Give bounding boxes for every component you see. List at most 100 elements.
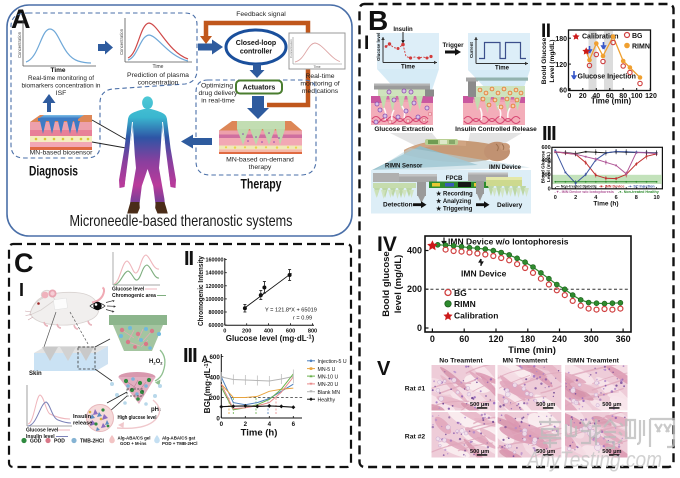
svg-text:★ Analyzing: ★ Analyzing — [436, 198, 471, 205]
svg-text:600: 600 — [209, 354, 220, 361]
svg-text:MN-20 U: MN-20 U — [318, 382, 339, 388]
svg-text:Alg-ABA/CS gat: Alg-ABA/CS gat — [162, 436, 196, 441]
svg-text:Rat #2: Rat #2 — [405, 434, 426, 441]
svg-text:Glucose Injection: Glucose Injection — [578, 74, 636, 81]
svg-text:400: 400 — [209, 375, 220, 382]
svg-text:80000: 80000 — [209, 310, 224, 316]
svg-text:0: 0 — [554, 195, 557, 201]
svg-text:Concentration: Concentration — [17, 31, 22, 58]
svg-text:concentration: concentration — [138, 80, 179, 87]
svg-text:in real-time: in real-time — [201, 98, 235, 105]
svg-text:Insulin Controlled Release: Insulin Controlled Release — [455, 126, 537, 133]
svg-text:Boold Glucose: Boold Glucose — [541, 37, 548, 84]
svg-text:BGL(mg·dL-1): BGL(mg·dL-1) — [203, 360, 212, 413]
svg-text:Time: Time — [153, 64, 164, 70]
svg-text:Trigger: Trigger — [443, 42, 465, 49]
svg-text:TMB-2HCl: TMB-2HCl — [80, 439, 104, 445]
svg-text:Detection: Detection — [383, 202, 413, 209]
svg-text:Optimizing: Optimizing — [201, 83, 233, 90]
svg-text:60000: 60000 — [209, 323, 224, 329]
svg-text:GOD: GOD — [30, 439, 42, 445]
svg-text:Actuators: Actuators — [243, 85, 276, 92]
svg-text:monitoring of: monitoring of — [300, 81, 339, 88]
svg-text:Chromogenic Intensity: Chromogenic Intensity — [196, 255, 205, 326]
svg-text:I: I — [19, 280, 24, 300]
svg-text:0: 0 — [216, 416, 220, 423]
svg-text:160000: 160000 — [206, 258, 224, 264]
svg-text:MN-based on-demand: MN-based on-demand — [226, 157, 294, 164]
svg-text:600: 600 — [286, 329, 295, 335]
svg-text:BG: BG — [454, 288, 467, 298]
svg-text:180: 180 — [555, 36, 567, 43]
svg-text:Feedback signal: Feedback signal — [236, 11, 286, 18]
svg-text:600: 600 — [542, 145, 551, 151]
svg-text:Closed-loop: Closed-loop — [236, 40, 276, 47]
svg-text:therapy: therapy — [249, 164, 272, 171]
svg-text:140000: 140000 — [206, 271, 224, 277]
svg-text:0: 0 — [223, 329, 226, 335]
svg-text:Time (h): Time (h) — [593, 201, 618, 208]
svg-text:180: 180 — [520, 334, 535, 344]
svg-text:★ Recording: ★ Recording — [436, 191, 473, 198]
svg-text:IV: IV — [377, 233, 397, 256]
svg-text:A: A — [202, 354, 209, 364]
svg-text:Skin: Skin — [29, 371, 42, 377]
svg-text:Glucose level (mg·dL-1): Glucose level (mg·dL-1) — [226, 334, 315, 343]
svg-text:6: 6 — [292, 421, 296, 428]
svg-text:Boold glucose: Boold glucose — [381, 251, 392, 316]
svg-text:-▼- IMN Device w/o Iontophores: -▼- IMN Device w/o Iontophoresis — [555, 190, 614, 194]
svg-text:8: 8 — [635, 195, 638, 201]
svg-text:A: A — [11, 4, 31, 34]
svg-text:0: 0 — [567, 93, 571, 100]
svg-text:2: 2 — [574, 195, 577, 201]
svg-text:Real-time monitoring of: Real-time monitoring of — [28, 75, 94, 82]
svg-text:500 μm: 500 μm — [536, 449, 555, 455]
svg-text:Current: Current — [469, 42, 474, 58]
svg-text:Time: Time — [314, 65, 321, 69]
svg-text:Delivery: Delivery — [497, 202, 523, 209]
svg-text:200: 200 — [407, 284, 422, 294]
svg-text:RIMN: RIMN — [632, 44, 650, 51]
svg-text:120: 120 — [555, 62, 567, 69]
svg-text:BG: BG — [632, 33, 643, 40]
svg-text:20: 20 — [579, 93, 587, 100]
svg-text:Time (min): Time (min) — [591, 97, 632, 106]
svg-text:controller: controller — [240, 49, 273, 56]
svg-text:240: 240 — [552, 334, 567, 344]
svg-text:r = 0.99: r = 0.99 — [293, 316, 312, 322]
svg-text:III: III — [542, 123, 556, 145]
svg-text:RIMN Treamtent: RIMN Treamtent — [567, 358, 619, 365]
svg-text:RIMN: RIMN — [454, 299, 476, 309]
svg-text:★ Triggering: ★ Triggering — [436, 206, 473, 213]
svg-text:III: III — [183, 345, 197, 367]
svg-text:release: release — [73, 421, 92, 427]
svg-text:High glucose level: High glucose level — [118, 415, 157, 421]
svg-text:POD: POD — [54, 439, 65, 445]
svg-text:0: 0 — [417, 323, 422, 333]
svg-text:Concentration: Concentration — [119, 28, 124, 55]
svg-text:0: 0 — [430, 334, 435, 344]
svg-text:-•- Non-treated Diabetic: -•- Non-treated Diabetic — [556, 185, 597, 189]
svg-text:ISF: ISF — [56, 90, 67, 97]
svg-text:Insulin: Insulin — [393, 27, 413, 33]
svg-text:II: II — [541, 21, 551, 42]
svg-text:500 μm: 500 μm — [470, 449, 489, 455]
svg-text:Glucose level: Glucose level — [112, 287, 145, 293]
svg-text:Calibration: Calibration — [582, 34, 619, 41]
svg-text:AnyTesting.com: AnyTesting.com — [525, 447, 662, 472]
svg-text:400: 400 — [407, 246, 422, 256]
svg-text:MN-based biosensor: MN-based biosensor — [30, 150, 93, 157]
svg-text:-♦- SC Injection: -♦- SC Injection — [628, 185, 655, 189]
svg-text:100000: 100000 — [206, 297, 224, 303]
svg-text:Time (min): Time (min) — [508, 345, 556, 356]
svg-text:Injection-5 U: Injection-5 U — [318, 359, 347, 365]
svg-text:FPCB: FPCB — [446, 175, 463, 182]
svg-text:80: 80 — [619, 93, 627, 100]
svg-text:4: 4 — [268, 421, 272, 428]
svg-text:GOD + M-ins: GOD + M-ins — [120, 441, 147, 446]
svg-text:II: II — [184, 248, 194, 270]
svg-text:RIMN Sensor: RIMN Sensor — [385, 164, 423, 170]
svg-text:Microneedle-based theranostic: Microneedle-based theranostic systems — [70, 213, 293, 230]
svg-text:-■- IMN Device: -■- IMN Device — [599, 185, 624, 189]
svg-text:Glucose level: Glucose level — [26, 428, 59, 434]
